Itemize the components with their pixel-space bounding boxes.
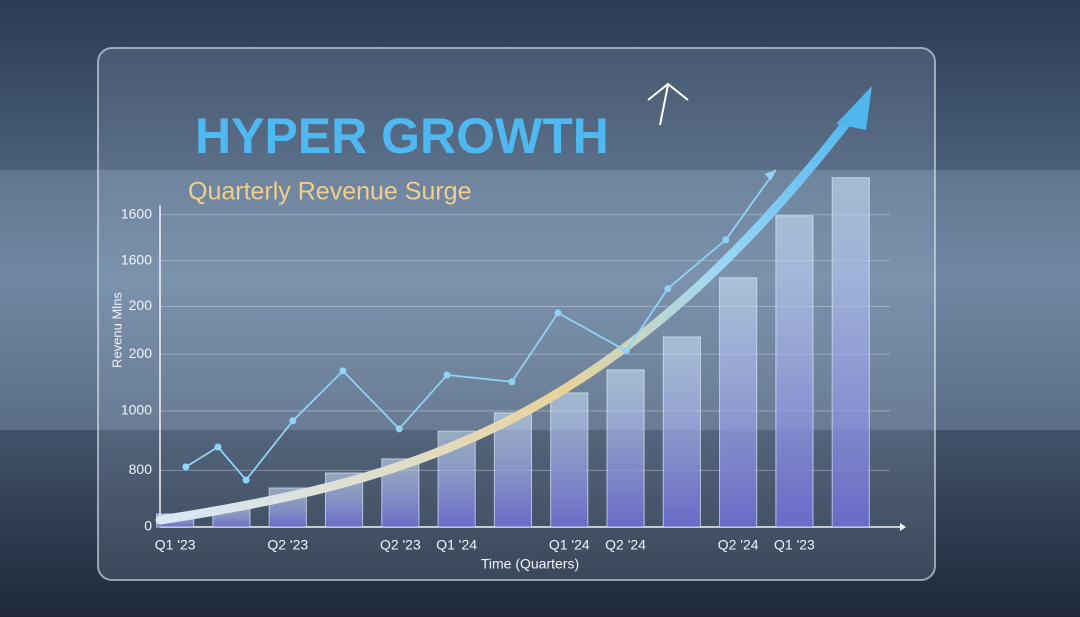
- line-point: [443, 371, 451, 379]
- x-tick-label: Q2 '23: [267, 537, 308, 553]
- growth-arrow: [155, 103, 863, 525]
- x-tick-label: Q1 '24: [549, 537, 590, 553]
- bar: [606, 369, 645, 528]
- x-axis-label: Time (Quarters): [481, 556, 579, 572]
- x-tick-label: Q2 '24: [605, 537, 646, 553]
- line-arrow-head: [764, 169, 776, 181]
- bar: [493, 412, 533, 528]
- bar: [550, 392, 589, 528]
- y-tick-label: 200: [129, 297, 153, 313]
- y-tick-label: 1000: [121, 402, 152, 418]
- line-point: [339, 367, 347, 375]
- chart-subtitle: Quarterly Revenue Surge: [188, 178, 471, 206]
- growth-arrow-head: [836, 86, 872, 130]
- up-icon: [647, 82, 689, 126]
- chart-title: HYPER GROWTH: [195, 108, 609, 164]
- x-tick-label: Q2 '23: [380, 537, 421, 553]
- window-glow: [0, 170, 1080, 430]
- line-point: [554, 309, 562, 317]
- line-point: [395, 425, 403, 433]
- y-tick-label: 0: [144, 518, 152, 534]
- y-axis-label: Revenu Mlns: [109, 292, 124, 368]
- bar: [831, 177, 870, 528]
- bar: [719, 277, 758, 528]
- line-point: [214, 443, 222, 451]
- bar: [662, 336, 701, 528]
- line-point: [242, 476, 250, 484]
- line-point: [722, 236, 730, 244]
- y-tick-label: 200: [129, 345, 153, 361]
- line-point: [508, 378, 516, 386]
- line-point: [622, 347, 630, 355]
- y-tick-label: 800: [129, 461, 153, 477]
- y-tick-label: 1600: [121, 205, 152, 221]
- x-tick-label: Q1 '23: [774, 537, 815, 553]
- x-axis-arrow: [900, 523, 906, 531]
- y-tick-label: 1600: [121, 251, 152, 267]
- line-point: [182, 463, 190, 471]
- x-tick-label: Q2 '24: [718, 537, 759, 553]
- line-point: [289, 417, 297, 425]
- x-tick-label: Q1 '23: [155, 537, 196, 553]
- line-point: [664, 285, 672, 293]
- x-tick-label: Q1 '24: [436, 537, 477, 553]
- bar: [775, 215, 814, 528]
